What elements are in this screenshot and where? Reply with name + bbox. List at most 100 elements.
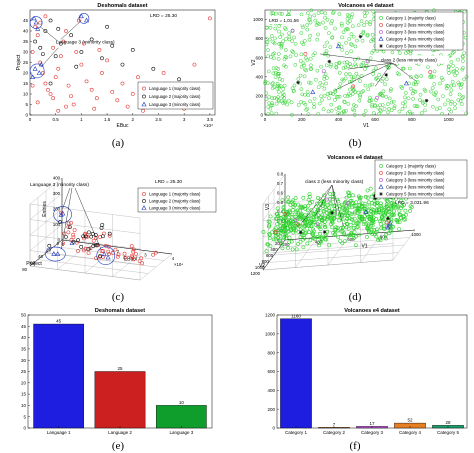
data-point [366, 207, 371, 212]
data-point [309, 220, 314, 225]
legend-label: Category 3 (less minority class) [386, 30, 445, 35]
data-point [283, 218, 288, 223]
arrow [61, 187, 73, 250]
data-point [400, 107, 405, 111]
legend-marker [379, 30, 383, 34]
data-point [285, 102, 290, 107]
data-point [452, 83, 456, 88]
x-tick-label: 400 [315, 240, 323, 245]
data-point [51, 251, 57, 256]
data-point [456, 80, 461, 85]
data-point [347, 193, 351, 198]
data-point [329, 102, 334, 107]
data-point [264, 26, 269, 30]
data-point [410, 111, 415, 116]
data-point [310, 227, 315, 232]
data-point [286, 98, 291, 103]
data-point [341, 66, 346, 71]
data-point [300, 92, 305, 97]
grid-line [29, 177, 63, 205]
data-point [349, 42, 354, 47]
data-point [56, 26, 61, 31]
data-point [280, 12, 284, 16]
data-point [323, 72, 328, 77]
y-axis-label: Project [16, 54, 22, 70]
data-point [64, 104, 68, 109]
data-point [403, 90, 408, 95]
x-tick-label: 3.5 [207, 117, 214, 122]
legend-marker [379, 44, 383, 48]
data-point [375, 95, 379, 100]
data-point [141, 108, 145, 113]
data-point [451, 69, 456, 73]
data-point [286, 229, 290, 234]
panel-b-svg: Volcanoes e4 dataset 0 200 400 600 800 1000 0 20… [251, 3, 469, 129]
panel-c-svg: 010020030040001234020406080EntriesEBoolP… [22, 176, 217, 281]
data-point [273, 36, 277, 41]
legend-marker [379, 16, 383, 20]
data-point [324, 63, 329, 68]
data-point [82, 248, 86, 253]
data-point [69, 240, 75, 245]
data-point [315, 37, 320, 42]
data-point [369, 201, 374, 205]
data-point [306, 112, 311, 117]
data-point [282, 96, 286, 100]
data-point [341, 207, 346, 212]
data-point [312, 13, 317, 18]
data-point [340, 35, 344, 40]
y-tick-label: 25 [21, 369, 27, 374]
x-tick-label: 600 [347, 237, 355, 242]
data-point [325, 197, 329, 202]
data-point [365, 196, 370, 200]
data-point [303, 220, 308, 225]
x-tick-label: 4 [172, 256, 175, 261]
x-tick-label: 0 [264, 117, 267, 122]
data-point [386, 209, 391, 214]
data-point [304, 68, 308, 73]
data-point [301, 237, 305, 242]
x-axis-label: V1 [361, 244, 367, 250]
data-point [296, 103, 301, 107]
data-point [33, 39, 38, 44]
data-point [373, 196, 378, 201]
data-point [374, 229, 379, 234]
data-point [360, 203, 364, 208]
data-point [79, 244, 84, 249]
data-point [365, 33, 370, 38]
data-point [82, 41, 86, 46]
data-point [335, 226, 340, 230]
data-point [447, 107, 452, 112]
data-point [327, 206, 331, 211]
data-point [288, 54, 293, 59]
data-point [370, 102, 375, 107]
data-point [303, 102, 308, 107]
data-point [384, 198, 389, 203]
data-point [363, 209, 369, 214]
data-point [56, 66, 61, 71]
data-point [305, 106, 310, 111]
data-point [287, 9, 291, 14]
y-tick-label: 10 [23, 92, 29, 97]
data-point [79, 50, 84, 54]
data-point [266, 54, 271, 59]
data-point [272, 56, 276, 61]
data-point [351, 75, 356, 80]
data-point [275, 81, 280, 86]
data-point [341, 206, 345, 210]
data-point [386, 207, 391, 212]
data-point [106, 252, 111, 257]
data-point [263, 81, 268, 86]
data-point [64, 29, 68, 33]
data-point [386, 216, 390, 221]
data-point [342, 232, 347, 237]
data-point [66, 83, 71, 88]
data-point [451, 64, 455, 68]
data-point [316, 195, 320, 200]
data-point [337, 61, 341, 66]
data-point [269, 34, 274, 38]
arrow [347, 62, 392, 70]
data-point [264, 42, 269, 47]
data-point [362, 214, 367, 218]
x-tick-label: 1 [80, 117, 83, 122]
